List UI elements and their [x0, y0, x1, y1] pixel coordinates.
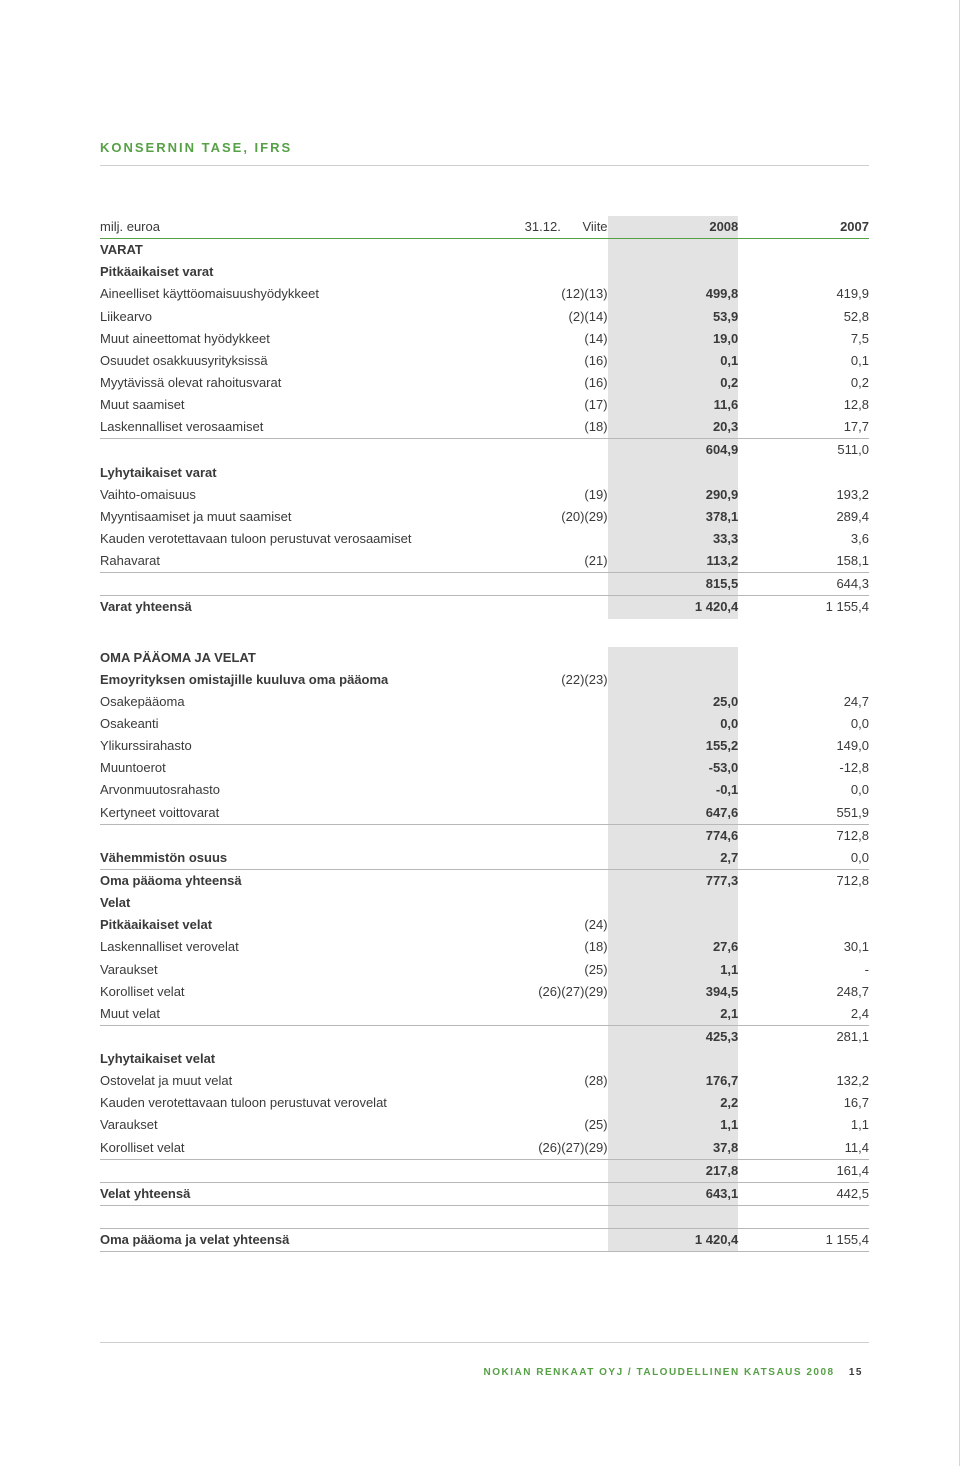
- row-aineelliset: Aineelliset käyttöomaisuushyödykkeet (12…: [100, 283, 869, 305]
- row-arvonmuutos: Arvonmuutosrahasto -0,1 0,0: [100, 779, 869, 801]
- row-pitkavelat-sum: 425,3 281,1: [100, 1025, 869, 1048]
- spacer-small: [100, 1206, 869, 1229]
- row-varat-yht: Varat yhteensä 1 420,4 1 155,4: [100, 596, 869, 619]
- row-laskverosaam: Laskennalliset verosaamiset (18) 20,3 17…: [100, 416, 869, 439]
- row-varaukset-p: Varaukset (25) 1,1 -: [100, 959, 869, 981]
- section-oma-velat: OMA PÄÄOMA JA VELAT: [100, 647, 869, 669]
- row-korolliset-l: Korolliset velat (26)(27)(29) 37,8 11,4: [100, 1137, 869, 1160]
- title-rule: [100, 165, 869, 166]
- row-ylikurssi: Ylikurssirahasto 155,2 149,0: [100, 735, 869, 757]
- row-vaihto: Vaihto-omaisuus (19) 290,9 193,2: [100, 484, 869, 506]
- section-pitkavarat: Pitkäaikaiset varat: [100, 261, 869, 283]
- page-number: 15: [849, 1367, 863, 1378]
- row-oma-yht: Oma pääoma yhteensä 777,3 712,8: [100, 869, 869, 892]
- table-header-row: milj. euroa 31.12. Viite 2008 2007: [100, 216, 869, 239]
- header-year-2008: 2008: [608, 216, 739, 239]
- row-emo-sum: 774,6 712,8: [100, 824, 869, 847]
- spacer: [100, 619, 869, 647]
- row-kaudenverosaam: Kauden verotettavaan tuloon perustuvat v…: [100, 528, 869, 550]
- header-year-2007: 2007: [738, 216, 869, 239]
- row-ostovelat: Ostovelat ja muut velat (28) 176,7 132,2: [100, 1070, 869, 1092]
- page-footer: NOKIAN RENKAAT OYJ / TALOUDELLINEN KATSA…: [100, 1351, 869, 1378]
- header-date: 31.12.: [525, 219, 561, 234]
- section-pitkavelat: Pitkäaikaiset velat (24): [100, 914, 869, 936]
- balance-sheet-table: milj. euroa 31.12. Viite 2008 2007 VARAT…: [100, 216, 869, 1252]
- row-velat-yht: Velat yhteensä 643,1 442,5: [100, 1182, 869, 1205]
- row-kertyneet: Kertyneet voittovarat 647,6 551,9: [100, 802, 869, 825]
- row-liikearvo: Liikearvo (2)(14) 53,9 52,8: [100, 306, 869, 328]
- section-emo: Emoyrityksen omistajille kuuluva oma pää…: [100, 669, 869, 691]
- row-kaudenverotvelat: Kauden verotettavaan tuloon perustuvat v…: [100, 1092, 869, 1114]
- row-myyntisaamiset: Myyntisaamiset ja muut saamiset (20)(29)…: [100, 506, 869, 528]
- row-osakepaaoma: Osakepääoma 25,0 24,7: [100, 691, 869, 713]
- row-osakkuus: Osuudet osakkuusyrityksissä (16) 0,1 0,1: [100, 350, 869, 372]
- footer-text: NOKIAN RENKAAT OYJ / TALOUDELLINEN KATSA…: [484, 1367, 835, 1378]
- row-varaukset-l: Varaukset (25) 1,1 1,1: [100, 1114, 869, 1136]
- row-aineettomat: Muut aineettomat hyödykkeet (14) 19,0 7,…: [100, 328, 869, 350]
- row-muutsaamiset: Muut saamiset (17) 11,6 12,8: [100, 394, 869, 416]
- section-lyhytvarat: Lyhytaikaiset varat: [100, 462, 869, 484]
- row-korolliset-p: Korolliset velat (26)(27)(29) 394,5 248,…: [100, 981, 869, 1003]
- row-rahavarat: Rahavarat (21) 113,2 158,1: [100, 550, 869, 573]
- row-pitkavarat-sum: 604,9 511,0: [100, 439, 869, 462]
- row-kaikki-yht: Oma pääoma ja velat yhteensä 1 420,4 1 1…: [100, 1229, 869, 1252]
- footer-rule: [100, 1342, 869, 1343]
- row-lyhytvelat-sum: 217,8 161,4: [100, 1159, 869, 1182]
- header-ref: Viite: [582, 219, 607, 234]
- row-vah-osuus: Vähemmistön osuus 2,7 0,0: [100, 847, 869, 870]
- header-left: milj. euroa: [100, 219, 160, 234]
- row-osakeanti: Osakeanti 0,0 0,0: [100, 713, 869, 735]
- page-title: KONSERNIN TASE, IFRS: [100, 140, 869, 155]
- row-rahoitusvarat: Myytävissä olevat rahoitusvarat (16) 0,2…: [100, 372, 869, 394]
- row-muutvelat-p: Muut velat 2,1 2,4: [100, 1003, 869, 1026]
- section-velat: Velat: [100, 892, 869, 914]
- row-muuntoerot: Muuntoerot -53,0 -12,8: [100, 757, 869, 779]
- row-lyhytvarat-sum: 815,5 644,3: [100, 573, 869, 596]
- section-lyhytvelat: Lyhytaikaiset velat: [100, 1048, 869, 1070]
- section-varat: VARAT: [100, 239, 869, 262]
- page: KONSERNIN TASE, IFRS milj. euroa 31.12. …: [0, 0, 960, 1466]
- row-lask-verovelat: Laskennalliset verovelat (18) 27,6 30,1: [100, 936, 869, 958]
